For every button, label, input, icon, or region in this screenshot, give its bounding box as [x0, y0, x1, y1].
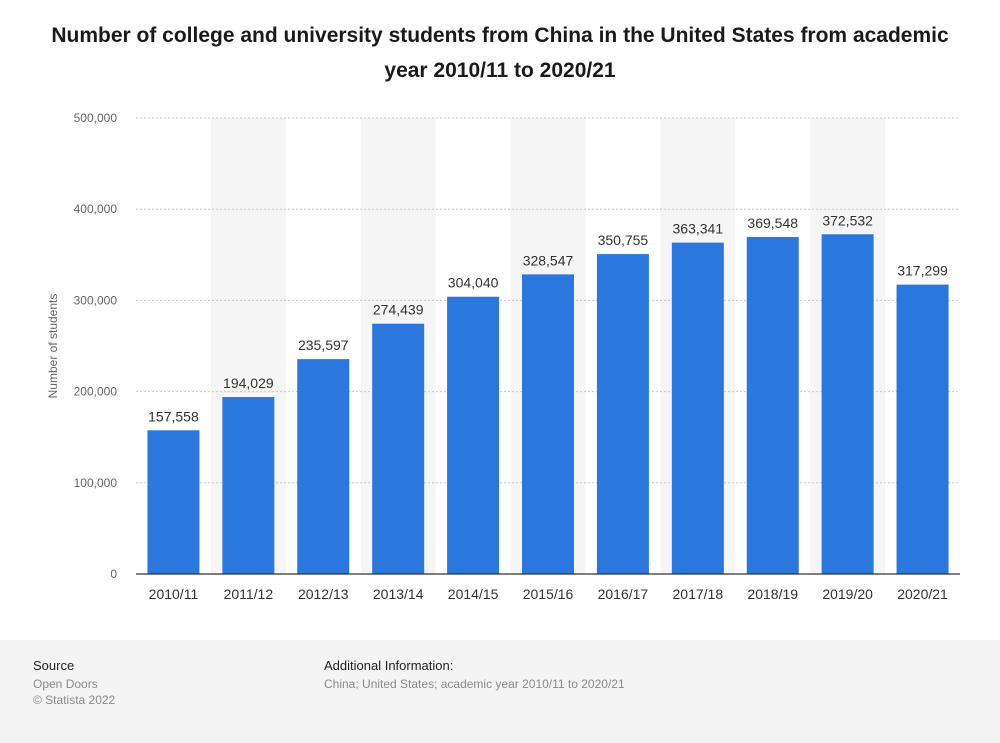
- bar-value-label: 304,040: [448, 275, 499, 291]
- bar: [147, 430, 200, 574]
- bar: [297, 359, 350, 574]
- chart-title: Number of college and university student…: [51, 24, 949, 82]
- bar-value-label: 369,548: [747, 215, 798, 231]
- bar: [522, 274, 574, 574]
- x-tick-label: 2018/19: [747, 586, 798, 602]
- bar-value-label: 317,299: [897, 263, 948, 279]
- bar: [821, 234, 874, 575]
- source-block: Source Open Doors © Statista 2022: [33, 658, 115, 708]
- y-tick-label: 500,000: [74, 111, 118, 125]
- y-tick-label: 200,000: [74, 385, 118, 399]
- y-tick-label: 300,000: [74, 293, 118, 307]
- bar: [372, 323, 425, 574]
- x-tick-label: 2013/14: [373, 586, 424, 602]
- y-tick-label: 100,000: [74, 476, 118, 490]
- x-tick-label: 2019/20: [822, 586, 873, 602]
- bar-value-label: 157,558: [148, 408, 199, 424]
- additional-info-block: Additional Information: China; United St…: [324, 658, 625, 692]
- x-tick-label: 2020/21: [897, 586, 948, 602]
- bar: [222, 397, 275, 574]
- bar-chart: 0 100,000 200,000 300,000 400,000 500,000 Numb…: [46, 111, 960, 602]
- bar-value-label: 328,547: [523, 252, 574, 268]
- bar-value-label: 274,439: [373, 302, 424, 318]
- x-tick-label: 2015/16: [523, 586, 574, 602]
- bar: [447, 296, 500, 574]
- x-tick-label: 2014/15: [448, 586, 499, 602]
- bar-value-label: 363,341: [673, 221, 724, 237]
- bar: [746, 236, 799, 574]
- source-line-copyright: © Statista 2022: [33, 693, 116, 707]
- y-axis-label: Number of students: [46, 294, 60, 399]
- additional-info-text: China; United States; academic year 2010…: [324, 677, 625, 691]
- bar-value-label: 235,597: [298, 337, 349, 353]
- additional-info-label: Additional Information:: [324, 658, 454, 673]
- bar: [896, 284, 949, 574]
- source-line-open-doors[interactable]: Open Doors: [33, 677, 98, 691]
- x-tick-label: 2010/11: [149, 586, 199, 602]
- bar-value-label: 194,029: [223, 375, 274, 391]
- bar: [671, 242, 724, 575]
- x-tick-label: 2012/13: [298, 586, 349, 602]
- bar: [596, 254, 649, 574]
- x-tick-label: 2017/18: [673, 586, 724, 602]
- x-tick-label: 2011/12: [224, 586, 274, 602]
- y-tick-label: 0: [110, 567, 117, 581]
- chart-card: Number of college and university student…: [0, 0, 1000, 640]
- bar-value-label: 372,532: [822, 212, 873, 228]
- x-tick-label: 2016/17: [598, 586, 649, 602]
- y-tick-label: 400,000: [74, 202, 118, 216]
- source-label: Source: [33, 658, 75, 673]
- bar-value-label: 350,755: [598, 232, 649, 248]
